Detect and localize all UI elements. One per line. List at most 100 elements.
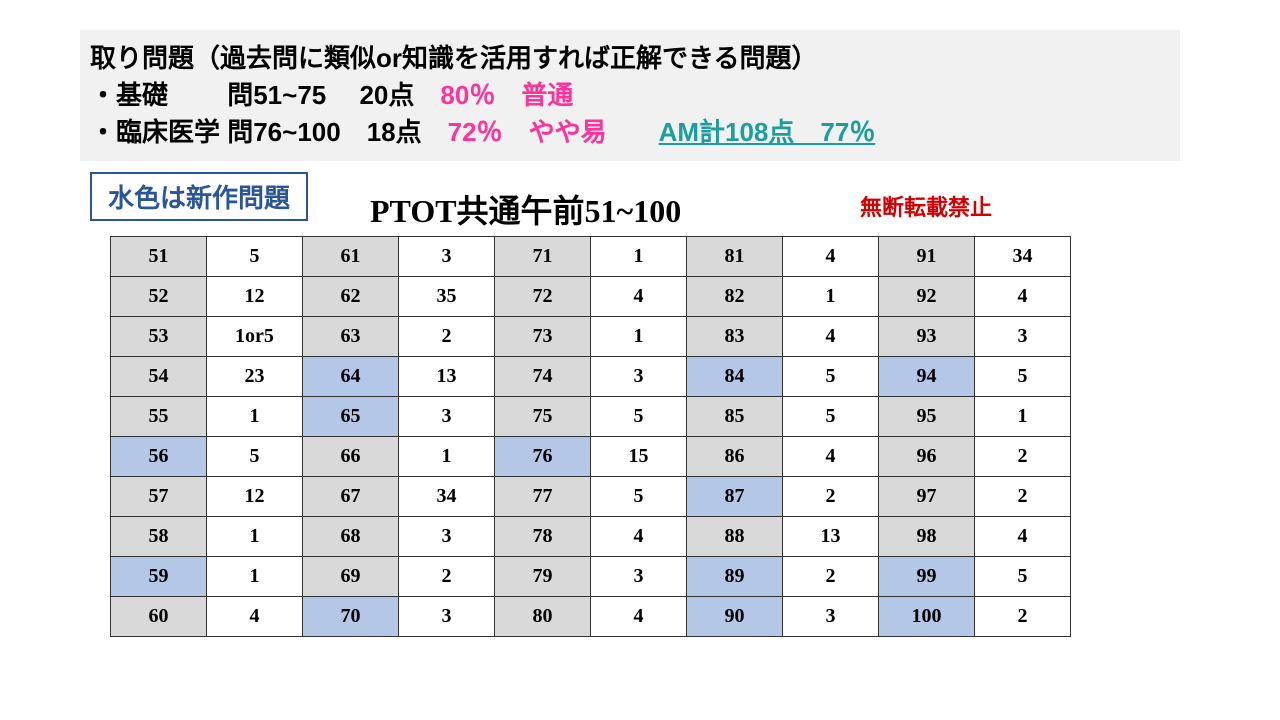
answer-cell: 13 — [783, 517, 879, 557]
answer-cell: 12 — [207, 277, 303, 317]
question-cell: 88 — [687, 517, 783, 557]
header-line-3: ・臨床医学 問76~100 18点 72％ やや易 AM計108点 77％ — [90, 112, 1170, 149]
answer-cell: 2 — [399, 317, 495, 357]
line3-part-b: やや易 — [503, 117, 659, 147]
header-line-1: 取り問題（過去問に類似or知識を活用すれば正解できる問題） — [90, 38, 1170, 75]
question-cell: 93 — [879, 317, 975, 357]
question-cell: 60 — [111, 597, 207, 637]
question-cell: 86 — [687, 437, 783, 477]
question-cell: 95 — [879, 397, 975, 437]
answer-cell: 5 — [207, 237, 303, 277]
answer-cell: 2 — [975, 437, 1071, 477]
question-cell: 78 — [495, 517, 591, 557]
question-cell: 70 — [303, 597, 399, 637]
question-cell: 61 — [303, 237, 399, 277]
answer-cell: 4 — [783, 317, 879, 357]
answer-cell: 3 — [399, 237, 495, 277]
answer-cell: 1 — [975, 397, 1071, 437]
answer-cell: 13 — [399, 357, 495, 397]
answer-cell: 4 — [783, 237, 879, 277]
answer-cell: 1or5 — [207, 317, 303, 357]
question-cell: 66 — [303, 437, 399, 477]
answer-cell: 2 — [975, 597, 1071, 637]
line3-percent: 72％ — [448, 117, 503, 147]
question-cell: 85 — [687, 397, 783, 437]
answer-cell: 1 — [207, 397, 303, 437]
answer-cell: 5 — [975, 357, 1071, 397]
answer-cell: 1 — [591, 237, 687, 277]
question-cell: 99 — [879, 557, 975, 597]
question-cell: 96 — [879, 437, 975, 477]
question-cell: 58 — [111, 517, 207, 557]
question-cell: 77 — [495, 477, 591, 517]
answer-cell: 34 — [975, 237, 1071, 277]
answer-cell: 34 — [399, 477, 495, 517]
answer-cell: 23 — [207, 357, 303, 397]
question-cell: 83 — [687, 317, 783, 357]
question-cell: 84 — [687, 357, 783, 397]
question-cell: 81 — [687, 237, 783, 277]
question-cell: 89 — [687, 557, 783, 597]
line3-part-a: ・臨床医学 問76~100 18点 — [90, 117, 448, 147]
answer-table: 515613711814913452126235724821924531or56… — [110, 236, 1071, 637]
question-cell: 53 — [111, 317, 207, 357]
question-cell: 92 — [879, 277, 975, 317]
answer-cell: 1 — [399, 437, 495, 477]
answer-cell: 3 — [399, 597, 495, 637]
question-cell: 59 — [111, 557, 207, 597]
answer-cell: 1 — [207, 517, 303, 557]
answer-cell: 5 — [783, 357, 879, 397]
question-cell: 75 — [495, 397, 591, 437]
answer-cell: 5 — [783, 397, 879, 437]
legend-box: 水色は新作問題 — [90, 172, 308, 221]
answer-cell: 35 — [399, 277, 495, 317]
question-cell: 80 — [495, 597, 591, 637]
question-cell: 97 — [879, 477, 975, 517]
question-cell: 67 — [303, 477, 399, 517]
question-cell: 94 — [879, 357, 975, 397]
line2-part-b: 普通 — [495, 80, 573, 110]
answer-cell: 1 — [591, 317, 687, 357]
question-cell: 52 — [111, 277, 207, 317]
line2-part-a: ・基礎 問51~75 20点 — [90, 80, 440, 110]
answer-cell: 2 — [975, 477, 1071, 517]
answer-cell: 4 — [207, 597, 303, 637]
answer-cell: 5 — [591, 397, 687, 437]
answer-cell: 2 — [399, 557, 495, 597]
answer-cell: 5 — [591, 477, 687, 517]
question-cell: 56 — [111, 437, 207, 477]
answer-cell: 12 — [207, 477, 303, 517]
question-cell: 87 — [687, 477, 783, 517]
answer-cell: 2 — [783, 477, 879, 517]
no-copy-label: 無断転載禁止 — [860, 190, 992, 222]
question-cell: 98 — [879, 517, 975, 557]
answer-cell: 4 — [591, 277, 687, 317]
question-cell: 82 — [687, 277, 783, 317]
question-cell: 51 — [111, 237, 207, 277]
line2-percent: 80％ — [440, 80, 495, 110]
answer-cell: 3 — [591, 557, 687, 597]
answer-cell: 3 — [399, 397, 495, 437]
question-cell: 68 — [303, 517, 399, 557]
answer-cell: 4 — [783, 437, 879, 477]
table-title: PTOT共通午前51~100 — [370, 186, 681, 232]
question-cell: 55 — [111, 397, 207, 437]
answer-cell: 5 — [975, 557, 1071, 597]
answer-cell: 4 — [975, 517, 1071, 557]
question-cell: 63 — [303, 317, 399, 357]
answer-cell: 4 — [591, 517, 687, 557]
answer-cell: 3 — [783, 597, 879, 637]
question-cell: 72 — [495, 277, 591, 317]
answer-cell: 1 — [783, 277, 879, 317]
question-cell: 91 — [879, 237, 975, 277]
question-cell: 62 — [303, 277, 399, 317]
question-cell: 100 — [879, 597, 975, 637]
answer-cell: 3 — [399, 517, 495, 557]
line3-total: AM計108点 77％ — [659, 117, 876, 147]
answer-cell: 15 — [591, 437, 687, 477]
question-cell: 74 — [495, 357, 591, 397]
question-cell: 79 — [495, 557, 591, 597]
question-cell: 90 — [687, 597, 783, 637]
question-cell: 54 — [111, 357, 207, 397]
question-cell: 65 — [303, 397, 399, 437]
